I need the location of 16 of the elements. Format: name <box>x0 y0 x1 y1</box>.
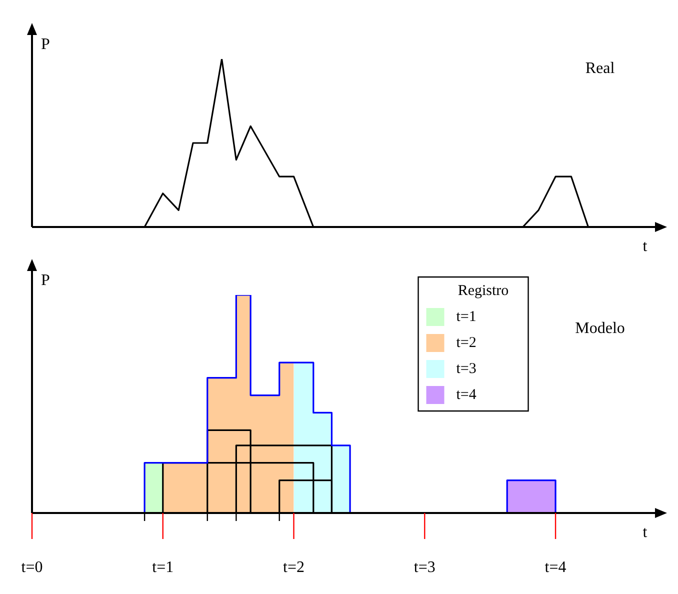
x-tick-label: t=0 <box>21 559 43 576</box>
legend-title: Registro <box>458 282 509 299</box>
x-tick-label: t=1 <box>152 559 174 576</box>
annotation: Modelo <box>575 320 625 338</box>
legend-label: t=1 <box>456 308 476 325</box>
legend-label: t=4 <box>456 386 477 403</box>
x-axis-title: t <box>642 524 648 542</box>
x-tick-label: t=2 <box>283 559 304 576</box>
annotation: Real <box>585 60 616 78</box>
legend-label: t=2 <box>456 334 476 351</box>
x-tick-label: t=3 <box>414 559 436 576</box>
x-axis-title: t <box>642 238 648 256</box>
x-tick-label: t=4 <box>544 559 566 576</box>
legend-label: t=3 <box>456 360 476 377</box>
y-axis-title: P <box>41 36 50 54</box>
y-axis-title: P <box>41 272 50 290</box>
